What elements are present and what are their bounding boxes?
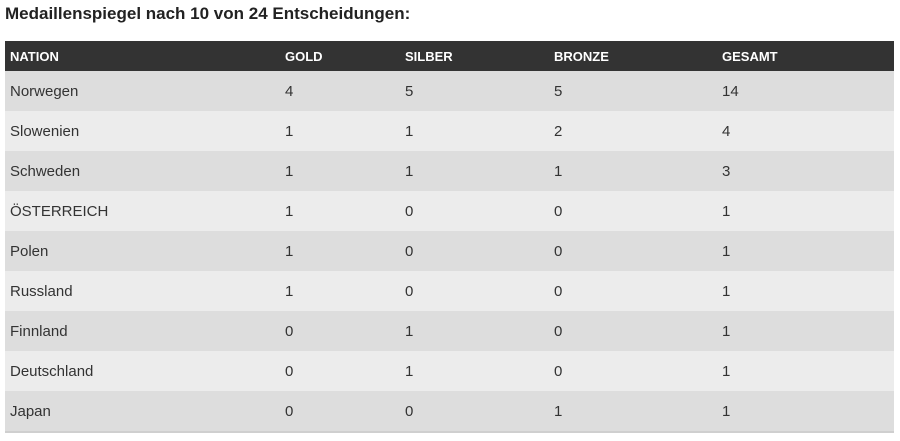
table-body: Norwegen 4 5 5 14 Slowenien 1 1 2 4 Schw… bbox=[5, 71, 894, 433]
cell-gesamt: 1 bbox=[717, 271, 894, 311]
cell-bronze: 5 bbox=[549, 71, 717, 111]
cell-gesamt: 1 bbox=[717, 231, 894, 271]
cell-bronze: 0 bbox=[549, 311, 717, 351]
cell-bronze: 0 bbox=[549, 191, 717, 231]
table-row: Schweden 1 1 1 3 bbox=[5, 151, 894, 191]
table-row: Russland 1 0 0 1 bbox=[5, 271, 894, 311]
cell-silber: 0 bbox=[400, 191, 549, 231]
cell-gold: 1 bbox=[280, 231, 400, 271]
cell-nation: Slowenien bbox=[5, 111, 280, 151]
table-header-row: NATION GOLD SILBER BRONZE GESAMT bbox=[5, 41, 894, 71]
table-row: Deutschland 0 1 0 1 bbox=[5, 351, 894, 391]
table-row: ÖSTERREICH 1 0 0 1 bbox=[5, 191, 894, 231]
cell-gold: 0 bbox=[280, 391, 400, 433]
cell-bronze: 0 bbox=[549, 351, 717, 391]
cell-bronze: 0 bbox=[549, 271, 717, 311]
cell-silber: 5 bbox=[400, 71, 549, 111]
cell-nation: Japan bbox=[5, 391, 280, 433]
header-nation: NATION bbox=[5, 41, 280, 71]
cell-gold: 1 bbox=[280, 151, 400, 191]
cell-gesamt: 1 bbox=[717, 311, 894, 351]
table-row: Norwegen 4 5 5 14 bbox=[5, 71, 894, 111]
cell-gesamt: 14 bbox=[717, 71, 894, 111]
cell-gold: 1 bbox=[280, 111, 400, 151]
cell-silber: 1 bbox=[400, 151, 549, 191]
medal-table: NATION GOLD SILBER BRONZE GESAMT Norwege… bbox=[5, 41, 894, 433]
table-row: Slowenien 1 1 2 4 bbox=[5, 111, 894, 151]
header-gesamt: GESAMT bbox=[717, 41, 894, 71]
cell-silber: 0 bbox=[400, 231, 549, 271]
cell-gesamt: 4 bbox=[717, 111, 894, 151]
cell-nation: Polen bbox=[5, 231, 280, 271]
cell-nation: ÖSTERREICH bbox=[5, 191, 280, 231]
cell-gesamt: 3 bbox=[717, 151, 894, 191]
cell-nation: Norwegen bbox=[5, 71, 280, 111]
page-title: Medaillenspiegel nach 10 von 24 Entschei… bbox=[5, 4, 411, 23]
cell-gold: 1 bbox=[280, 271, 400, 311]
cell-silber: 0 bbox=[400, 271, 549, 311]
cell-bronze: 1 bbox=[549, 151, 717, 191]
cell-nation: Schweden bbox=[5, 151, 280, 191]
cell-bronze: 0 bbox=[549, 231, 717, 271]
cell-silber: 1 bbox=[400, 111, 549, 151]
cell-bronze: 1 bbox=[549, 391, 717, 433]
table-row: Polen 1 0 0 1 bbox=[5, 231, 894, 271]
cell-gold: 4 bbox=[280, 71, 400, 111]
header-gold: GOLD bbox=[280, 41, 400, 71]
table-row: Japan 0 0 1 1 bbox=[5, 391, 894, 433]
cell-nation: Finnland bbox=[5, 311, 280, 351]
cell-silber: 1 bbox=[400, 351, 549, 391]
cell-gesamt: 1 bbox=[717, 191, 894, 231]
header-bronze: BRONZE bbox=[549, 41, 717, 71]
cell-gesamt: 1 bbox=[717, 351, 894, 391]
cell-silber: 0 bbox=[400, 391, 549, 433]
cell-nation: Russland bbox=[5, 271, 280, 311]
cell-gold: 0 bbox=[280, 311, 400, 351]
cell-gesamt: 1 bbox=[717, 391, 894, 433]
cell-gold: 1 bbox=[280, 191, 400, 231]
header-silber: SILBER bbox=[400, 41, 549, 71]
table-row: Finnland 0 1 0 1 bbox=[5, 311, 894, 351]
cell-silber: 1 bbox=[400, 311, 549, 351]
cell-nation: Deutschland bbox=[5, 351, 280, 391]
cell-gold: 0 bbox=[280, 351, 400, 391]
cell-bronze: 2 bbox=[549, 111, 717, 151]
